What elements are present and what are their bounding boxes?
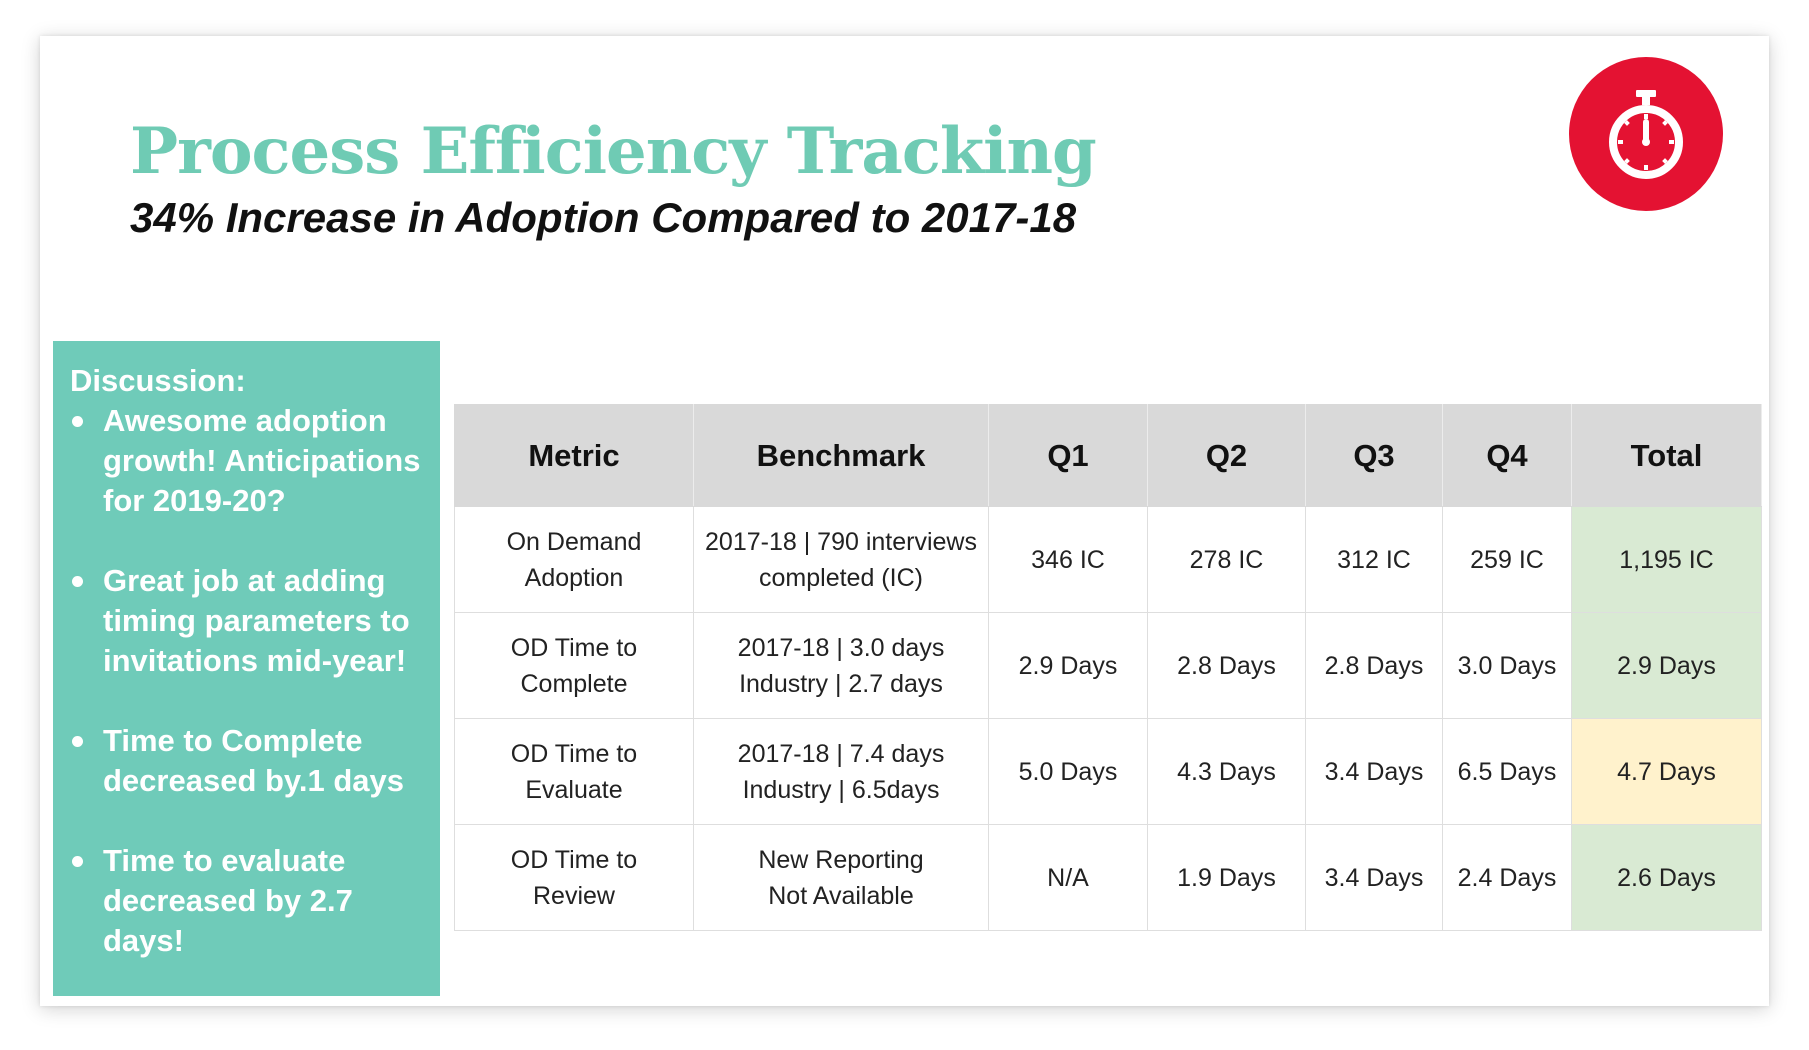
discussion-item: Awesome adoption growth! Anticipations f… [70, 401, 426, 521]
q4-cell: 3.0 Days [1442, 612, 1572, 719]
slide: Process Efficiency Tracking 34% Increase… [40, 36, 1769, 1006]
page-subtitle: 34% Increase in Adoption Compared to 201… [130, 194, 1077, 241]
metrics-table: Metric Benchmark Q1 Q2 Q3 Q4 Total On De… [454, 404, 1762, 931]
bullet-icon [72, 856, 83, 867]
q3-cell: 312 IC [1305, 506, 1443, 613]
benchmark-cell: 2017-18 | 3.0 days Industry | 2.7 days [693, 612, 989, 719]
discussion-item-text: Time to evaluate decreased by 2.7 days! [103, 843, 353, 958]
discussion-heading: Discussion: [70, 363, 246, 398]
discussion-item-text: Time to Complete decreased by.1 days [103, 723, 404, 798]
stopwatch-icon [1609, 90, 1683, 179]
column-header-q1: Q1 [988, 404, 1148, 507]
q3-cell: 3.4 Days [1305, 718, 1443, 825]
column-header-q3: Q3 [1305, 404, 1443, 507]
table-row: OD Time to Complete 2017-18 | 3.0 days Ind… [454, 612, 1762, 719]
column-header-benchmark: Benchmark [693, 404, 989, 507]
page-title: Process Efficiency Tracking [130, 114, 1097, 189]
bullet-icon [72, 416, 83, 427]
q2-cell: 4.3 Days [1147, 718, 1306, 825]
q1-cell: 346 IC [988, 506, 1148, 613]
q1-cell: 5.0 Days [988, 718, 1148, 825]
table-row: On Demand Adoption 2017-18 | 790 intervie… [454, 506, 1762, 613]
total-cell: 2.6 Days [1571, 824, 1762, 931]
metric-cell: OD Time to Review [454, 824, 694, 931]
table-row: OD Time to Evaluate 2017-18 | 7.4 days Ind… [454, 718, 1762, 825]
discussion-item-text: Great job at adding timing parameters to… [103, 563, 410, 678]
total-cell: 2.9 Days [1571, 612, 1762, 719]
q4-cell: 259 IC [1442, 506, 1572, 613]
table-header-row: Metric Benchmark Q1 Q2 Q3 Q4 Total [454, 404, 1762, 507]
metric-cell: On Demand Adoption [454, 506, 694, 613]
total-cell: 1,195 IC [1571, 506, 1762, 613]
q1-cell: N/A [988, 824, 1148, 931]
total-cell: 4.7 Days [1571, 718, 1762, 825]
discussion-item: Time to evaluate decreased by 2.7 days! [70, 841, 426, 961]
q3-cell: 2.8 Days [1305, 612, 1443, 719]
q2-cell: 1.9 Days [1147, 824, 1306, 931]
q4-cell: 6.5 Days [1442, 718, 1572, 825]
benchmark-cell: New Reporting Not Available [693, 824, 989, 931]
metric-cell: OD Time to Evaluate [454, 718, 694, 825]
q4-cell: 2.4 Days [1442, 824, 1572, 931]
q1-cell: 2.9 Days [988, 612, 1148, 719]
column-header-q4: Q4 [1442, 404, 1572, 507]
bullet-icon [72, 736, 83, 747]
discussion-item: Great job at adding timing parameters to… [70, 561, 426, 681]
q2-cell: 2.8 Days [1147, 612, 1306, 719]
benchmark-cell: 2017-18 | 790 interviews completed (IC) [693, 506, 989, 613]
column-header-q2: Q2 [1147, 404, 1306, 507]
q2-cell: 278 IC [1147, 506, 1306, 613]
benchmark-cell: 2017-18 | 7.4 days Industry | 6.5days [693, 718, 989, 825]
table-row: OD Time to Review New Reporting Not Availa… [454, 824, 1762, 931]
metric-cell: OD Time to Complete [454, 612, 694, 719]
discussion-item-text: Awesome adoption growth! Anticipations f… [103, 403, 421, 518]
column-header-total: Total [1571, 404, 1762, 507]
bullet-icon [72, 576, 83, 587]
discussion-item: Time to Complete decreased by.1 days [70, 721, 426, 801]
q3-cell: 3.4 Days [1305, 824, 1443, 931]
discussion-list: Awesome adoption growth! Anticipations f… [70, 401, 426, 961]
discussion-panel: Discussion: Awesome adoption growth! Ant… [53, 341, 440, 996]
column-header-metric: Metric [454, 404, 694, 507]
stopwatch-badge [1569, 57, 1723, 211]
